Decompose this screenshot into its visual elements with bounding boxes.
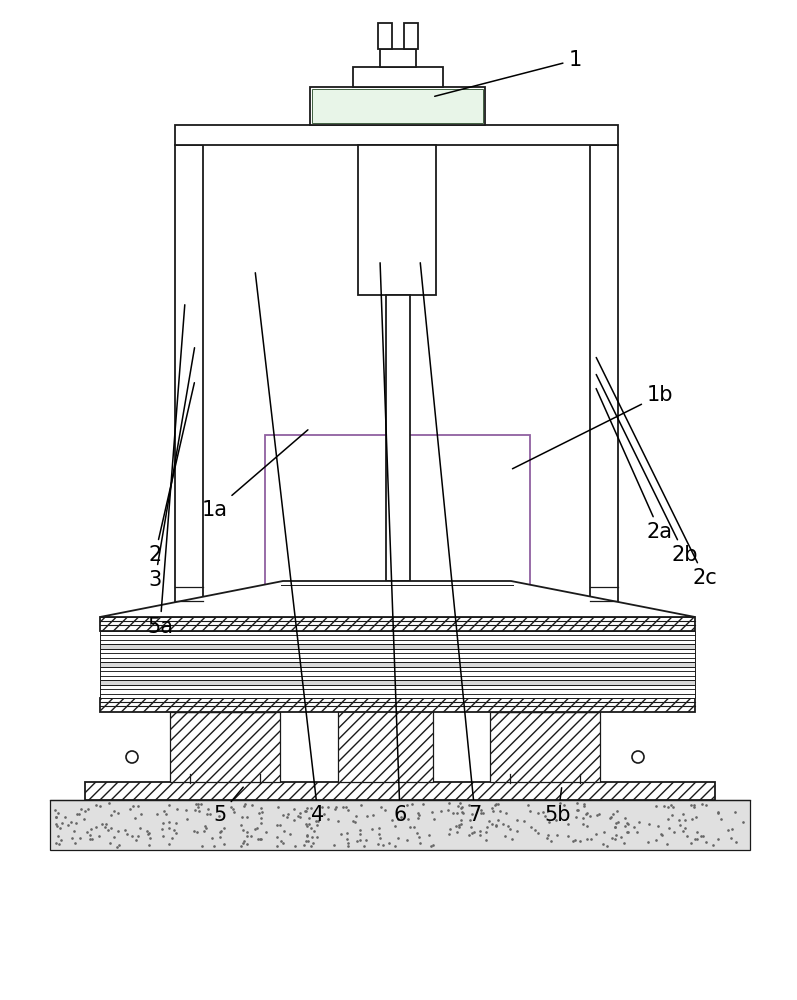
Bar xyxy=(265,435,530,585)
Bar xyxy=(100,644,695,649)
Bar xyxy=(490,712,600,782)
Bar xyxy=(312,89,483,123)
Bar xyxy=(100,662,695,667)
Bar xyxy=(100,667,695,680)
Bar xyxy=(358,145,436,295)
Bar xyxy=(404,23,418,49)
Bar xyxy=(100,698,695,712)
Bar xyxy=(100,631,695,644)
Bar xyxy=(386,295,410,581)
Bar xyxy=(175,704,275,712)
Text: 5a: 5a xyxy=(147,305,185,637)
Bar xyxy=(175,125,618,145)
Bar xyxy=(175,145,203,617)
Text: 7: 7 xyxy=(420,263,481,825)
Text: 1b: 1b xyxy=(512,385,673,469)
Text: 5: 5 xyxy=(214,787,243,825)
Bar xyxy=(590,145,618,617)
Text: 4: 4 xyxy=(255,273,324,825)
Polygon shape xyxy=(100,581,695,617)
Bar xyxy=(380,49,416,67)
Bar xyxy=(100,649,695,662)
Bar xyxy=(353,67,443,87)
Bar xyxy=(378,23,392,49)
Bar xyxy=(50,800,750,850)
Text: 5b: 5b xyxy=(545,788,571,825)
Bar xyxy=(85,782,715,800)
Bar xyxy=(170,712,280,782)
Text: 6: 6 xyxy=(380,263,406,825)
Bar xyxy=(310,87,485,125)
Circle shape xyxy=(632,751,644,763)
Text: 2a: 2a xyxy=(596,389,673,542)
Text: 1a: 1a xyxy=(202,430,308,520)
Bar xyxy=(338,587,433,782)
Text: 2: 2 xyxy=(148,383,194,565)
Bar xyxy=(100,680,695,685)
Bar xyxy=(100,685,695,698)
Text: 1: 1 xyxy=(434,50,582,96)
Bar xyxy=(495,704,595,712)
Circle shape xyxy=(126,751,138,763)
Text: 3: 3 xyxy=(148,348,194,590)
Text: 2c: 2c xyxy=(596,357,717,588)
Text: 2b: 2b xyxy=(596,374,698,565)
Bar xyxy=(100,617,695,631)
